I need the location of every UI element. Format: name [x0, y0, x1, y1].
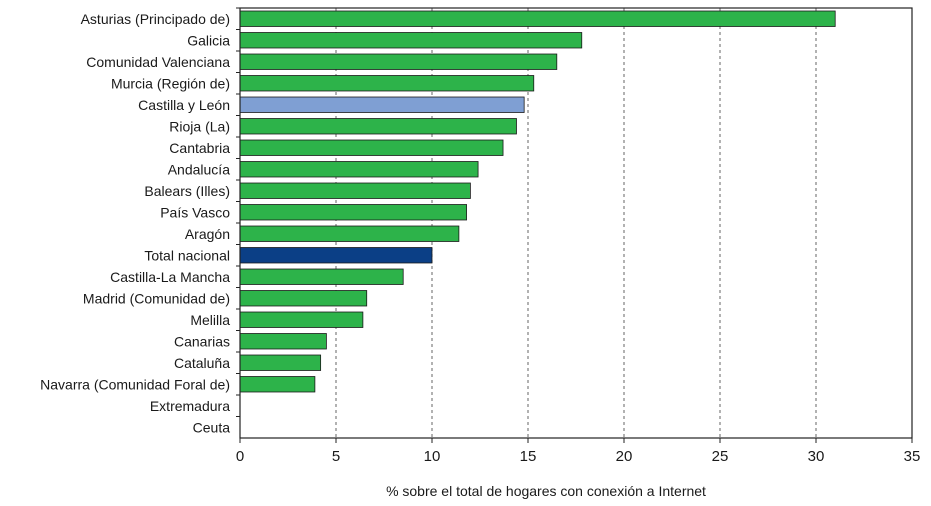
x-tick-label: 0: [236, 448, 244, 465]
x-tick-labels: 0 5 10 15 20 25 30 35: [236, 438, 921, 465]
x-axis-title: % sobre el total de hogares con conexión…: [386, 483, 706, 499]
category-label: Extremadura: [150, 398, 230, 414]
bar: [239, 247, 433, 264]
category-label: Canarias: [174, 333, 230, 349]
bar: [239, 225, 460, 242]
x-tick-label: 5: [332, 448, 340, 465]
bar: [239, 268, 404, 285]
category-label: País Vasco: [160, 204, 230, 220]
bar: [239, 376, 316, 393]
bars: [239, 10, 836, 393]
bar: [239, 311, 364, 328]
bar: [239, 161, 479, 178]
category-label: Navarra (Comunidad Foral de): [40, 376, 230, 392]
bar: [239, 32, 583, 49]
category-label: Rioja (La): [169, 118, 230, 134]
category-label: Cataluña: [174, 355, 230, 371]
bar: [239, 118, 517, 135]
category-label: Ceuta: [193, 419, 231, 435]
plot-frame: [239, 7, 913, 439]
category-label: Balears (Illes): [144, 183, 230, 199]
bar: [239, 333, 327, 350]
category-label: Castilla y León: [138, 97, 230, 113]
x-tick-label: 20: [616, 448, 633, 465]
category-label: Comunidad Valenciana: [86, 54, 230, 70]
bar: [239, 204, 467, 221]
category-labels: Asturias (Principado de) Galicia Comunidad…: [40, 7, 240, 435]
category-label: Asturias (Principado de): [81, 11, 230, 27]
bar: [239, 139, 504, 156]
category-label: Total nacional: [144, 247, 230, 263]
x-tick-label: 15: [520, 448, 537, 465]
x-tick-label: 30: [808, 448, 825, 465]
category-label: Cantabria: [169, 140, 230, 156]
bar: [239, 290, 368, 307]
bar: [239, 96, 525, 113]
x-tick-label: 35: [904, 448, 921, 465]
category-label: Castilla-La Mancha: [110, 269, 230, 285]
bar: [239, 182, 471, 199]
category-label: Galicia: [187, 32, 230, 48]
bar: [239, 53, 558, 70]
category-label: Aragón: [185, 226, 230, 242]
category-label: Madrid (Comunidad de): [83, 290, 230, 306]
bar: [239, 354, 322, 371]
x-tick-label: 25: [712, 448, 729, 465]
category-label: Andalucía: [168, 161, 230, 177]
bar: [239, 75, 535, 92]
category-label: Murcia (Región de): [111, 75, 230, 91]
category-label: Melilla: [190, 312, 230, 328]
grid-lines: [335, 8, 817, 438]
x-tick-label: 10: [424, 448, 441, 465]
bar: [239, 10, 836, 27]
